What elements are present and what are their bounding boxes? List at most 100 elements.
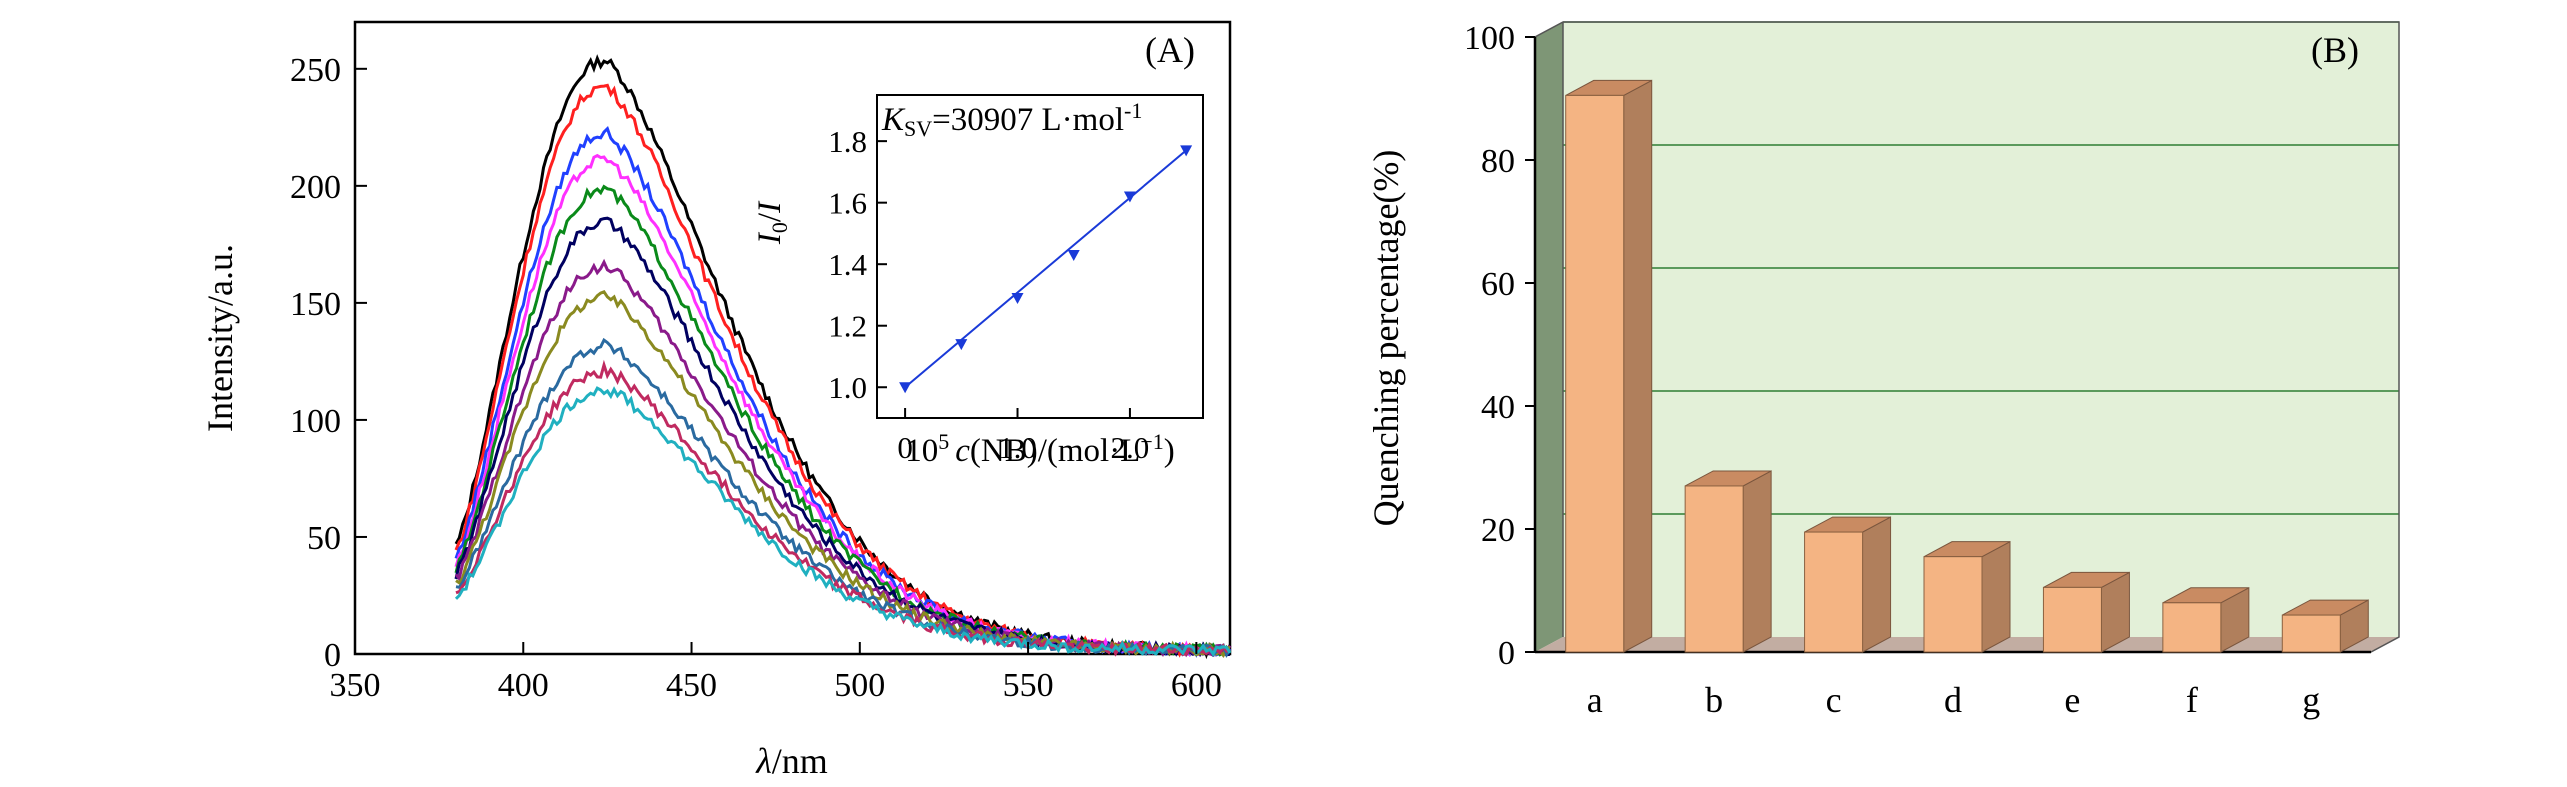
bar-e <box>2042 571 2130 653</box>
inset-data-point <box>1123 191 1136 203</box>
panel-a-y-tick-label: 150 <box>290 286 341 323</box>
inset-y-axis-title: I0/I <box>752 200 792 245</box>
inset-y-tick-label: 1.4 <box>828 247 867 282</box>
panel-a-y-tick-label: 250 <box>290 52 341 89</box>
inset-title-k: K <box>881 102 906 138</box>
panel-a-x-axis-title: λ/nm <box>755 741 828 781</box>
panel-a-series-7 <box>454 258 1232 658</box>
inset-y-tick-label: 1.2 <box>828 309 867 344</box>
panel-a-x-tick-label: 600 <box>1171 667 1222 704</box>
inset-data-point <box>1180 145 1193 157</box>
bar-f <box>2162 586 2250 653</box>
panel-b-x-tick-label: d <box>1944 680 1962 720</box>
panel-a-x-tick-label: 500 <box>834 667 885 704</box>
inset-y-title-main: I <box>752 231 788 245</box>
bar-d <box>1923 540 2011 653</box>
panel-a-series-group <box>454 54 1232 660</box>
inset-y-tick-label: 1.8 <box>828 124 867 159</box>
panel-b-y-axis: 0 20 40 60 80 100 <box>1464 20 1535 672</box>
inset-x-tick-label: 1.0 <box>998 430 1037 465</box>
panel-a-x-axis-var: λ <box>755 741 772 781</box>
inset-data-point <box>899 382 912 394</box>
inset-x-axis-title: 105 c(NB)/(mol·L−1) <box>905 429 1175 469</box>
panel-b-back-wall <box>1563 22 2399 637</box>
inset-y-title-tail: /I <box>752 200 788 222</box>
panel-a-y-tick-label: 200 <box>290 169 341 206</box>
panel-b-label: (B) <box>2311 30 2359 70</box>
panel-b-x-tick-label: a <box>1587 680 1603 720</box>
inset-y-tick-label: 1.6 <box>828 186 867 221</box>
bar-front-face <box>2042 586 2102 653</box>
panel-b-y-tick-label: 20 <box>1481 512 1515 549</box>
inset-title-sub: SV <box>904 116 932 141</box>
inset-title: KSV=30907 L·mol-1 <box>881 98 1142 141</box>
panel-b-x-axis: a b c d e f g <box>1587 680 2321 720</box>
panel-b-x-tick-label: b <box>1705 680 1723 720</box>
inset-y-title-i: I <box>752 200 788 214</box>
inset-x-title-sup: 5 <box>938 429 949 454</box>
bar-side-face <box>1623 79 1653 653</box>
inset-x-title-close: ) <box>1164 433 1175 469</box>
bar-front-face <box>2162 602 2222 653</box>
panel-b-y-tick-label: 100 <box>1464 20 1515 57</box>
panel-a-y-axis: 0 50 100 150 200 250 <box>290 52 367 674</box>
panel-b-x-tick-label: e <box>2064 680 2080 720</box>
panel-b-x-tick-label: g <box>2302 680 2320 720</box>
panel-a-x-tick-label: 350 <box>330 667 381 704</box>
inset-title-sup: -1 <box>1124 98 1142 123</box>
bar-b <box>1684 470 1772 653</box>
bar-front-face <box>2281 614 2341 653</box>
panel-a-label: (A) <box>1145 30 1195 70</box>
bar-a <box>1565 79 1653 653</box>
panel-a-y-tick-label: 0 <box>324 637 341 674</box>
panel-b-y-tick-label: 40 <box>1481 389 1515 426</box>
panel-b-x-tick-label: c <box>1826 680 1842 720</box>
inset-data-point <box>1067 249 1080 261</box>
bar-side-face <box>1862 516 1892 653</box>
bar-side-face <box>1981 540 2011 653</box>
inset-y-title-slash: / <box>752 212 788 222</box>
panel-a-series-11 <box>454 386 1232 657</box>
inset-y-tick-label: 1.0 <box>828 370 867 405</box>
inset-fit-line <box>904 149 1187 389</box>
bar-side-face <box>1742 470 1772 653</box>
panel-a-plot-frame <box>353 20 1232 656</box>
panel-b-bars-group <box>1565 79 2369 653</box>
panel-a-y-tick-label: 100 <box>290 403 341 440</box>
panel-a-y-axis-title: Intensity/a.u. <box>200 244 240 432</box>
panel-b-y-axis-title: Quenching percentage(%) <box>1366 150 1406 527</box>
bar-front-face <box>1923 556 1983 653</box>
inset-x-title-prefix: 10 <box>905 433 938 469</box>
inset-x-tick-label: 2.0 <box>1111 430 1150 465</box>
panel-b-x-tick-label: f <box>2186 680 2198 720</box>
inset-x-title-var: c <box>955 433 970 469</box>
panel-a-x-tick-label: 450 <box>666 667 717 704</box>
bar-front-face <box>1804 531 1864 653</box>
inset-x-title-sup2: −1 <box>1140 429 1163 454</box>
inset-x-tick-label: 0 <box>897 430 913 465</box>
inset-data-point <box>1011 293 1024 305</box>
panel-b-left-wall <box>1535 22 1563 652</box>
panel-a-x-tick-label: 550 <box>1003 667 1054 704</box>
inset-points-group <box>899 145 1193 394</box>
inset-y-title-sub: 0 <box>767 222 792 233</box>
panel-b-y-tick-label: 80 <box>1481 143 1515 180</box>
bar-c <box>1804 516 1892 653</box>
inset-axes: 0 1.0 2.0 1.0 1.2 1.4 1.6 1.8 <box>828 124 1149 465</box>
panel-a-y-tick-label: 50 <box>307 520 341 557</box>
panel-a-inset-stern-volmer-plot: 0 1.0 2.0 1.0 1.2 1.4 1.6 1.8 KSV=30907 L·mol-1… <box>752 94 1204 469</box>
bar-g <box>2281 599 2369 653</box>
panel-b-y-tick-label: 60 <box>1481 266 1515 303</box>
panel-a-x-axis-unit: /nm <box>772 741 828 781</box>
panel-a-x-tick-label: 400 <box>498 667 549 704</box>
inset-x-title-rest: (NB)/(mol·L <box>970 433 1140 469</box>
panel-b-bar-chart: 0 20 40 60 80 100 a b c d e f g (B) Quenching perce… <box>1366 20 2400 720</box>
inset-data-point <box>955 339 968 351</box>
bar-front-face <box>1565 94 1625 653</box>
panel-b-y-tick-label: 0 <box>1498 635 1515 672</box>
bar-front-face <box>1684 485 1744 653</box>
panel-a-x-axis: 350 400 450 500 550 600 <box>330 642 1222 704</box>
inset-title-value: =30907 L·mol <box>932 102 1124 138</box>
